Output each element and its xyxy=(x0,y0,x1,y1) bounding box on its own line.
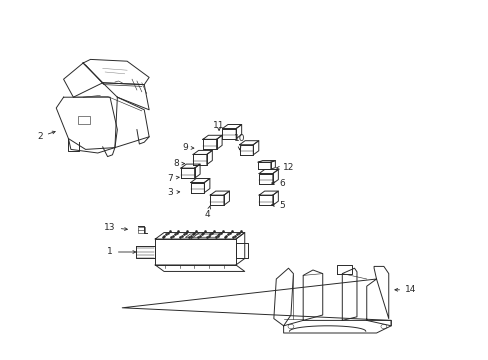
Text: 10: 10 xyxy=(233,134,245,150)
Text: 8: 8 xyxy=(173,159,184,168)
Text: 9: 9 xyxy=(182,143,193,152)
Text: 5: 5 xyxy=(271,202,285,210)
Text: 6: 6 xyxy=(271,179,285,188)
Text: 12: 12 xyxy=(276,163,294,172)
Text: 1: 1 xyxy=(107,248,135,256)
Text: 14: 14 xyxy=(394,285,416,294)
Bar xyxy=(138,227,144,233)
Text: 13: 13 xyxy=(104,223,127,232)
Text: 7: 7 xyxy=(167,174,179,183)
Text: 4: 4 xyxy=(204,206,210,219)
Bar xyxy=(78,116,90,124)
Text: 11: 11 xyxy=(213,122,224,130)
Text: 2: 2 xyxy=(37,131,55,141)
Text: 3: 3 xyxy=(167,188,179,197)
